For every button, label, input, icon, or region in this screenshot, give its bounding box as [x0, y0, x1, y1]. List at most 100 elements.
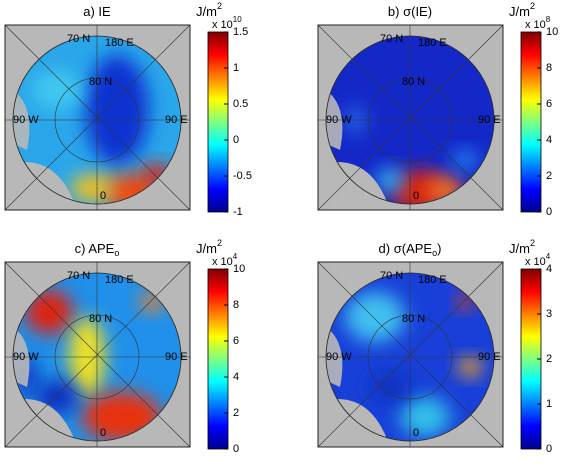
- map-label: 180 E: [105, 274, 134, 286]
- unit: J/m: [509, 4, 530, 19]
- scale: x 10: [525, 19, 546, 31]
- colorbar-tick-label: 10: [233, 263, 245, 275]
- field-blob: [457, 294, 473, 310]
- map-label: 70 N: [380, 270, 403, 282]
- title-text: a) IE: [83, 4, 111, 19]
- map-label: 90 E: [165, 351, 188, 363]
- map-label: 90 W: [326, 351, 352, 363]
- land: [326, 322, 343, 387]
- panel-title: c) APEo: [75, 241, 120, 258]
- title-end: ): [437, 241, 441, 256]
- scale: x 10: [212, 19, 233, 31]
- unit-label: J/m2: [509, 1, 535, 19]
- title-text: b) σ(IE): [388, 4, 432, 19]
- field-blob: [370, 372, 410, 402]
- colorbar-tick-label: 2: [546, 353, 552, 365]
- colorbar-tick-label: 4: [546, 263, 552, 275]
- scale-label: x 104: [525, 252, 551, 268]
- field-blob: [400, 397, 450, 437]
- scale-label: x 108: [525, 15, 551, 31]
- map-label: 180 E: [418, 274, 447, 286]
- map-label: 80 N: [402, 313, 425, 325]
- colorbar-tick-label: 0.5: [233, 98, 248, 110]
- map-label: 80 N: [89, 313, 112, 325]
- panel: 70 N 180 E 80 N 90 W 90 E 0 a) IE -1 -0.5 0 0.5 1 1.…: [4, 1, 252, 218]
- map-label: 70 N: [380, 33, 403, 45]
- colorbar-tick-label: 0: [546, 443, 552, 455]
- panel-title: a) IE: [83, 4, 111, 19]
- land: [13, 322, 30, 387]
- colorbar: [207, 268, 229, 450]
- unit: J/m: [509, 241, 530, 256]
- scale: x 10: [525, 256, 546, 268]
- colorbar-tick-label: 0: [233, 134, 239, 146]
- unit-sup: 2: [530, 1, 535, 11]
- colorbar: [520, 31, 542, 213]
- map-label: 0: [413, 190, 419, 202]
- field-blob: [32, 70, 82, 110]
- map-label: 0: [100, 190, 106, 202]
- colorbar-tick-label: 6: [546, 98, 552, 110]
- panel: 70 N 180 E 80 N 90 W 90 E 0 b) σ(IE) 0 2 4 6 8 10 J/m…: [317, 1, 558, 218]
- title-text: c) APE: [75, 241, 115, 256]
- colorbar-tick-label: -0.5: [233, 170, 252, 182]
- field-blob: [70, 174, 114, 202]
- graticule: [4, 261, 191, 448]
- field-blob: [451, 150, 479, 170]
- field-blob: [376, 168, 404, 192]
- map-label: 0: [413, 427, 419, 439]
- unit: J/m: [196, 4, 217, 19]
- field-blob: [345, 292, 405, 342]
- map-label: 0: [100, 427, 106, 439]
- scale-label: x 104: [212, 252, 238, 268]
- map-label: 70 N: [67, 270, 90, 282]
- title-sub: o: [432, 248, 437, 258]
- map-label: 80 N: [402, 76, 425, 88]
- colorbar-tick-label: 2: [546, 170, 552, 182]
- scale-exp: 8: [546, 15, 551, 24]
- graticule: [317, 24, 504, 211]
- panel-title: d) σ(APEo): [379, 241, 442, 258]
- colorbar-tick-label: 3: [546, 308, 552, 320]
- colorbar-tick-label: 6: [233, 335, 239, 347]
- unit-label: J/m2: [509, 238, 535, 256]
- map-label: 80 N: [89, 76, 112, 88]
- land: [326, 85, 343, 150]
- map-label: 90 W: [326, 114, 352, 126]
- panel: 70 N 180 E 80 N 90 W 90 E 0 d) σ(APEo) 0 1 2 3 4 J/m…: [317, 238, 552, 455]
- colorbar-tick-label: 4: [546, 134, 552, 146]
- scale-exp: 10: [233, 15, 242, 24]
- unit: J/m: [196, 241, 217, 256]
- colorbar-tick-label: 2: [233, 407, 239, 419]
- colorbar-tick-label: 0: [546, 206, 552, 218]
- colorbar-tick-label: 10: [546, 26, 558, 38]
- colorbar-tick-label: 8: [233, 299, 239, 311]
- title-sub: o: [114, 248, 119, 258]
- field-blob: [85, 55, 149, 165]
- map-label: 90 E: [478, 351, 501, 363]
- scale-label: x 1010: [212, 15, 242, 31]
- field-blob: [25, 290, 73, 334]
- map-label: 70 N: [67, 33, 90, 45]
- map-label: 180 E: [105, 37, 134, 49]
- map-label: 90 E: [478, 114, 501, 126]
- colorbar-tick-label: 1.5: [233, 26, 248, 38]
- colorbar-tick-label: 4: [233, 371, 239, 383]
- unit-label: J/m2: [196, 238, 222, 256]
- scale-exp: 4: [546, 252, 551, 261]
- colorbar-tick-label: 8: [546, 62, 552, 74]
- map-label: 180 E: [418, 37, 447, 49]
- map-label: 90 W: [13, 351, 39, 363]
- unit-label: J/m2: [196, 1, 222, 19]
- field-blob: [458, 357, 482, 377]
- panel-title: b) σ(IE): [388, 4, 432, 19]
- colorbar: [207, 31, 229, 213]
- map-label: 90 E: [165, 114, 188, 126]
- unit-sup: 2: [217, 238, 222, 248]
- colorbar-tick-label: 1: [233, 62, 239, 74]
- graticule: [4, 24, 191, 211]
- colorbar-tick-label: -1: [233, 206, 243, 218]
- map-label: 90 W: [13, 114, 39, 126]
- land: [13, 85, 30, 150]
